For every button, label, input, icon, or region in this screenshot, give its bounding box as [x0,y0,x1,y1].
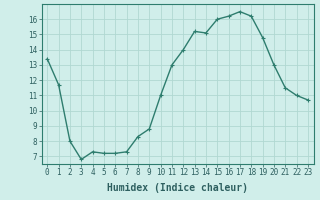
X-axis label: Humidex (Indice chaleur): Humidex (Indice chaleur) [107,183,248,193]
